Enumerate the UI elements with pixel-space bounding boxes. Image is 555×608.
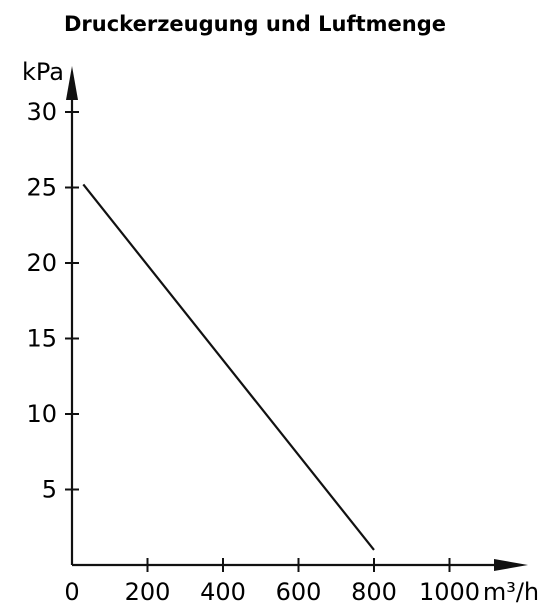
y-axis-arrowhead bbox=[66, 66, 78, 100]
x-tick-label: 1000 bbox=[419, 578, 480, 606]
y-axis-unit-label: kPa bbox=[22, 58, 64, 86]
x-tick-label: 600 bbox=[276, 578, 322, 606]
x-axis-arrowhead bbox=[494, 559, 528, 571]
chart-title: Druckerzeugung und Luftmenge bbox=[64, 12, 446, 36]
x-tick-label: 400 bbox=[200, 578, 246, 606]
axes bbox=[66, 66, 528, 571]
ticks: 5 10 15 20 25 30 0 200 400 600 800 1000 bbox=[26, 98, 480, 606]
plot-area bbox=[83, 184, 374, 549]
x-tick-label: 200 bbox=[125, 578, 171, 606]
y-tick-label: 20 bbox=[26, 249, 57, 277]
x-tick-label: 800 bbox=[351, 578, 397, 606]
series-line bbox=[83, 184, 374, 549]
y-tick-label: 15 bbox=[26, 325, 57, 353]
y-tick-label: 10 bbox=[26, 400, 57, 428]
y-tick-label: 30 bbox=[26, 98, 57, 126]
y-tick-label: 25 bbox=[26, 174, 57, 202]
y-tick-label: 5 bbox=[42, 476, 57, 504]
x-axis-unit-label: m³/h bbox=[483, 578, 539, 606]
x-tick-label: 0 bbox=[64, 578, 79, 606]
